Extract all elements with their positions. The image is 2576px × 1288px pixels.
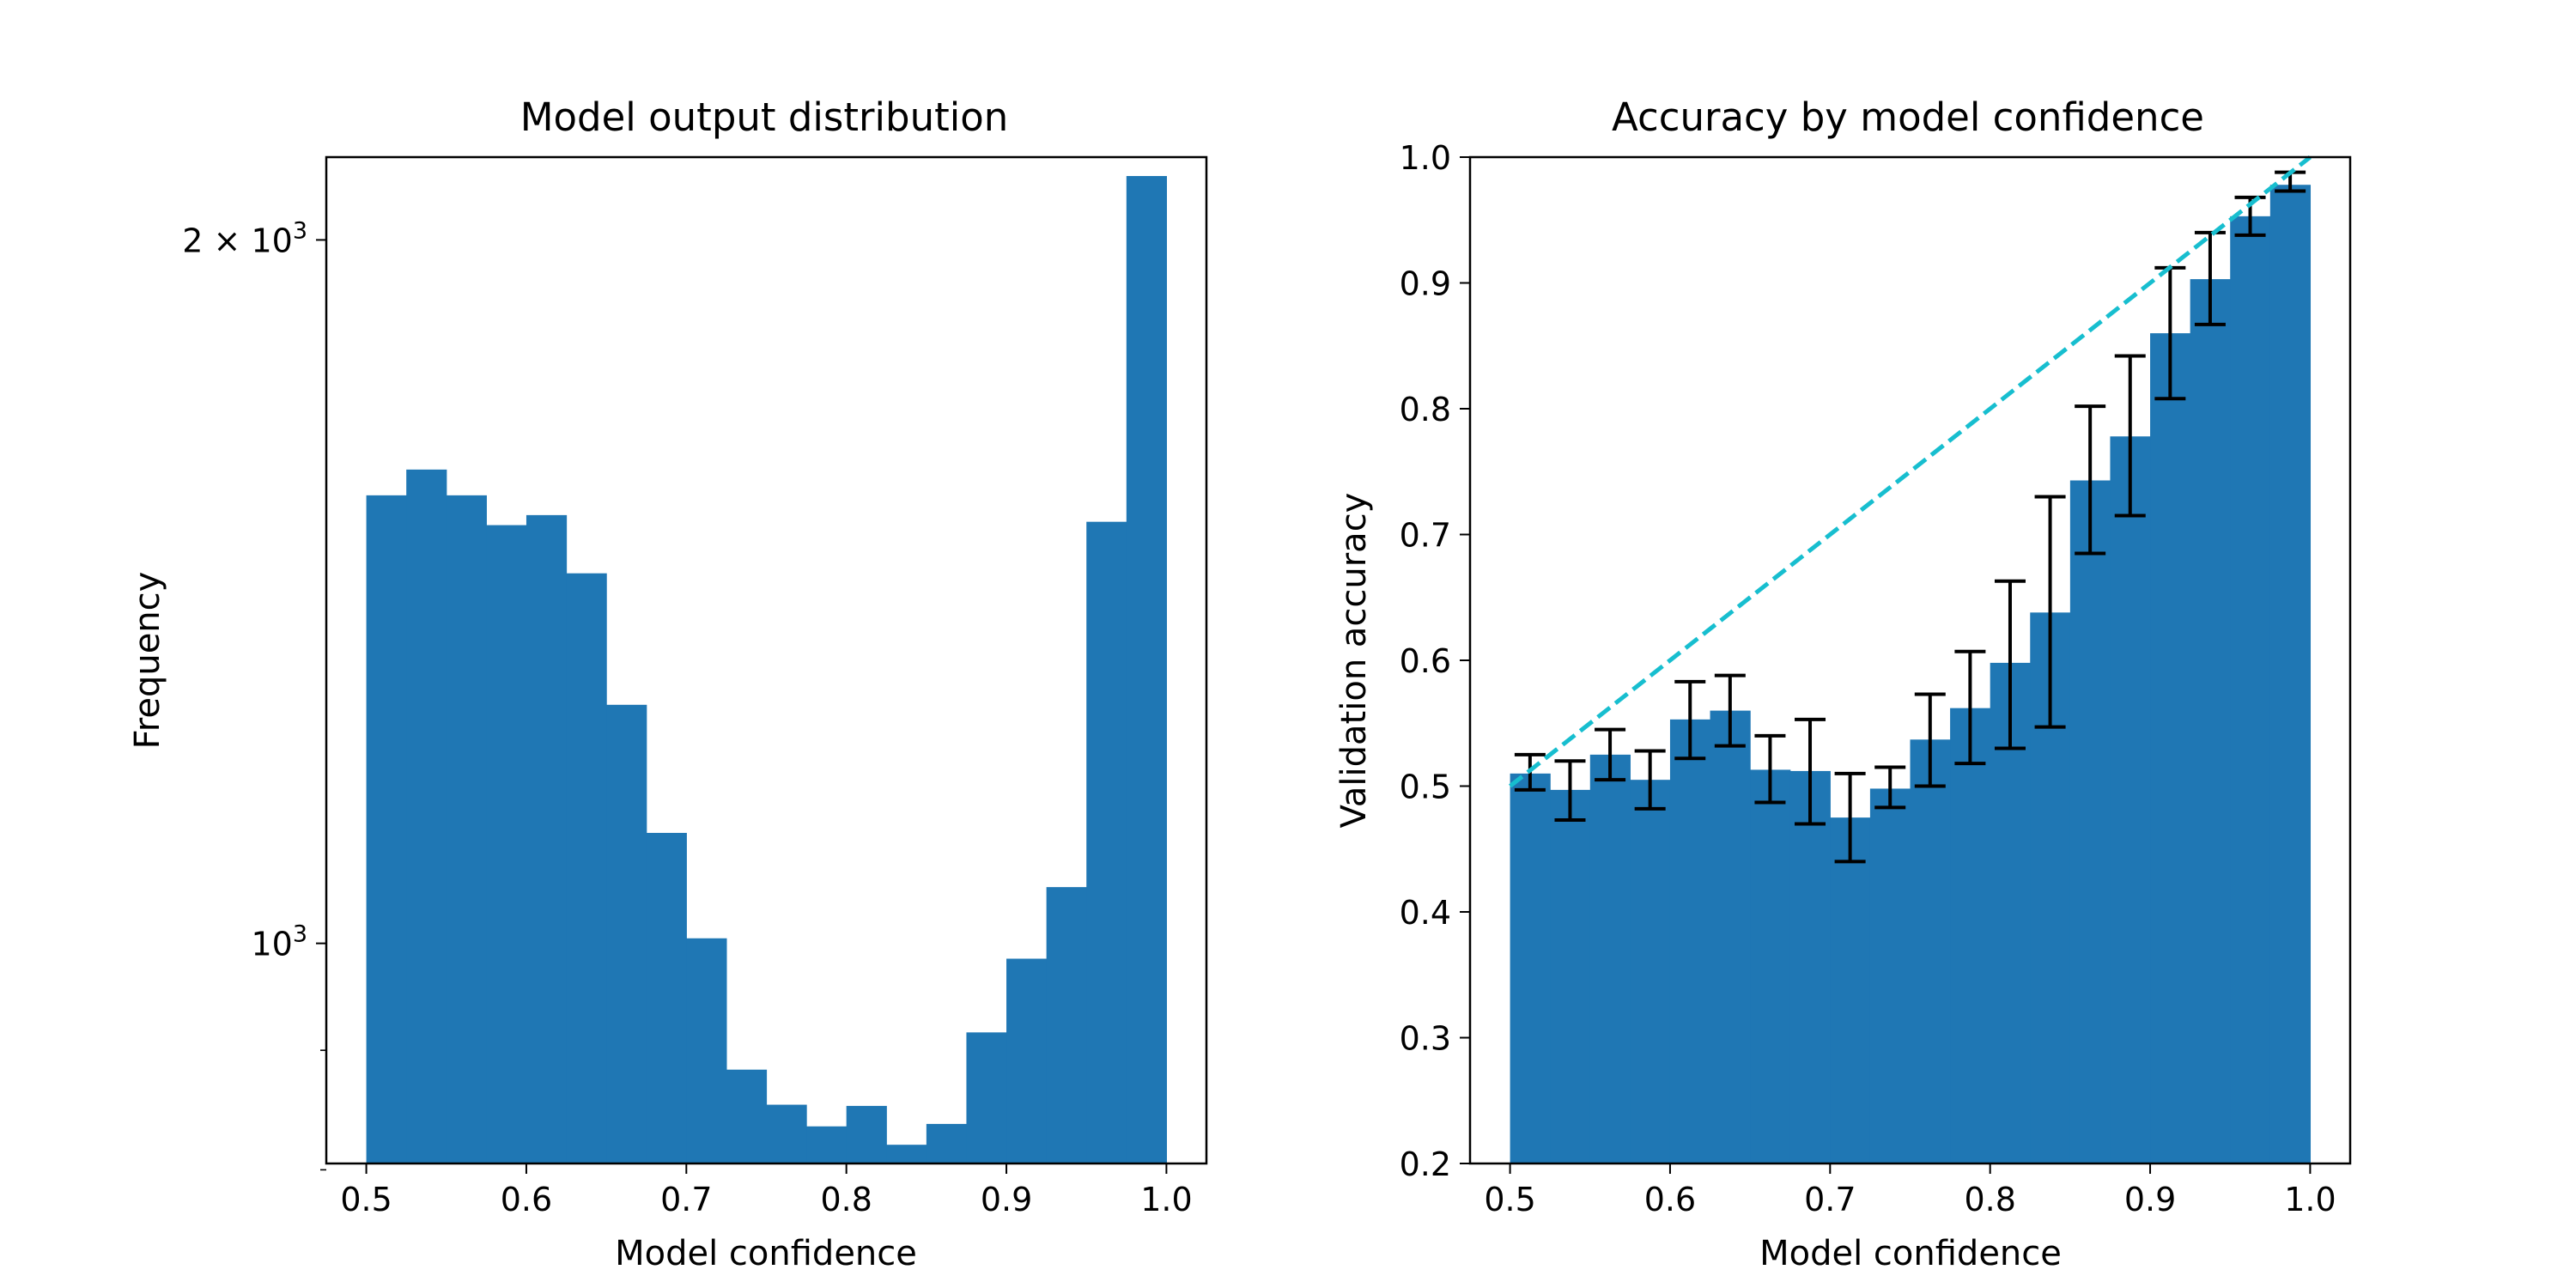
histogram-bar xyxy=(766,1104,807,1163)
x-tick-label: 0.8 xyxy=(820,1181,872,1218)
error-bar xyxy=(1674,679,1706,761)
right-reference-line xyxy=(1509,155,2312,788)
accuracy-bar xyxy=(1630,780,1671,1163)
error-bar xyxy=(2114,354,2146,518)
error-bar xyxy=(1914,692,1946,788)
chart-right-title: Accuracy by model confidence xyxy=(1612,94,2204,140)
chart-right-ylabel: Validation accuracy xyxy=(1334,493,1374,829)
accuracy-bar xyxy=(1669,719,1711,1163)
histogram-bar xyxy=(1086,521,1127,1163)
y-tick-label: 103 xyxy=(251,921,307,963)
x-tick-label: 0.6 xyxy=(501,1181,552,1218)
accuracy-bar xyxy=(1950,708,1991,1163)
histogram-bar xyxy=(806,1126,848,1163)
left-axes: 0.5 0.6 0.7 0.8 0.9 1.0 103 2 × 103 xyxy=(182,217,1192,1218)
chart-left-ylabel: Frequency xyxy=(128,572,167,750)
y-tick-label: 0.2 xyxy=(1400,1145,1451,1183)
x-tick-label: 1.0 xyxy=(1140,1181,1192,1218)
accuracy-bar xyxy=(1830,817,1871,1163)
chart-right-xlabel: Model confidence xyxy=(1759,1234,2062,1273)
y-tick-label: 0.6 xyxy=(1400,642,1451,680)
y-tick-label: 0.5 xyxy=(1400,769,1451,806)
x-tick-label: 0.5 xyxy=(1484,1181,1535,1218)
histogram-bar xyxy=(886,1145,927,1163)
accuracy-bar xyxy=(2269,185,2312,1164)
error-bar xyxy=(2075,404,2106,556)
accuracy-bar xyxy=(1510,773,1551,1163)
x-tick-label: 0.5 xyxy=(340,1181,392,1218)
error-bar xyxy=(2034,495,2066,729)
error-bar xyxy=(1994,579,2026,750)
accuracy-bar xyxy=(2230,216,2271,1164)
accuracy-bar xyxy=(1710,710,1751,1163)
histogram-bar xyxy=(486,525,527,1163)
histogram-bar xyxy=(566,573,607,1163)
y-tick-label: 1.0 xyxy=(1400,139,1451,177)
x-tick-label: 0.9 xyxy=(981,1181,1032,1218)
accuracy-bar xyxy=(1550,789,1591,1163)
left-bars xyxy=(366,175,1168,1163)
histogram-bar xyxy=(646,832,687,1163)
accuracy-bar xyxy=(2069,480,2111,1163)
accuracy-bar xyxy=(2110,436,2151,1164)
error-bar xyxy=(2194,230,2226,326)
histogram-bar xyxy=(686,938,727,1163)
chart-left-frame xyxy=(325,155,1208,1165)
y-tick-label: 0.9 xyxy=(1400,265,1451,303)
x-tick-label: 0.6 xyxy=(1644,1181,1696,1218)
y-tick-label: 0.3 xyxy=(1400,1020,1451,1058)
y-tick-label: 0.7 xyxy=(1400,517,1451,555)
x-tick-label: 0.8 xyxy=(1964,1181,2015,1218)
histogram-bar xyxy=(446,495,487,1163)
histogram-bar xyxy=(966,1032,1007,1163)
accuracy-bar xyxy=(1789,770,1831,1163)
histogram-bar xyxy=(1126,175,1168,1163)
chart-left: Model output distribution 0.5 0.6 0.7 0.8 0.… xyxy=(128,94,1208,1273)
accuracy-bar xyxy=(1589,754,1631,1163)
error-bar xyxy=(1754,733,1786,805)
x-tick-label: 0.7 xyxy=(660,1181,712,1218)
chart-left-xlabel: Model confidence xyxy=(615,1234,917,1273)
y-tick-label: 0.8 xyxy=(1400,391,1451,428)
error-bar xyxy=(1954,649,1986,766)
accuracy-bar xyxy=(1910,739,1951,1163)
y-tick-label: 0.4 xyxy=(1400,894,1451,932)
chart-left-title: Model output distribution xyxy=(520,94,1009,140)
histogram-bar xyxy=(926,1123,968,1163)
histogram-bar xyxy=(1046,887,1087,1163)
y-tick-label: 2 × 103 xyxy=(182,217,307,259)
histogram-bar xyxy=(366,495,407,1163)
error-bar xyxy=(1795,717,1826,826)
accuracy-bar xyxy=(2190,279,2231,1164)
histogram-bar xyxy=(726,1069,768,1163)
right-axes: 0.5 0.6 0.7 0.8 0.9 1.0 0.2 0.3 0.4 0.5 0.6 0.7 0.8 0… xyxy=(1400,139,2336,1218)
accuracy-bar xyxy=(1750,769,1791,1163)
histogram-bar xyxy=(606,704,647,1163)
accuracy-bar xyxy=(1869,788,1911,1163)
error-bar xyxy=(1714,673,1746,748)
diagonal-reference-line xyxy=(1509,155,2312,788)
right-bars xyxy=(1510,185,2312,1164)
error-bar xyxy=(1834,771,1866,864)
error-bar xyxy=(1874,765,1906,810)
error-bar xyxy=(1554,759,1586,823)
accuracy-bar xyxy=(2150,333,2191,1164)
chart-right-frame xyxy=(1468,155,2352,1165)
histogram-bar xyxy=(406,469,447,1163)
x-tick-label: 0.9 xyxy=(2124,1181,2176,1218)
histogram-bar xyxy=(846,1105,887,1163)
histogram-bar xyxy=(526,514,568,1163)
x-tick-label: 0.7 xyxy=(1804,1181,1856,1218)
histogram-bar xyxy=(1006,958,1048,1163)
x-tick-label: 1.0 xyxy=(2284,1181,2336,1218)
error-bar xyxy=(1595,727,1626,782)
error-bar xyxy=(1634,749,1666,811)
chart-right: Accuracy by model confidence 0.5 0.6 0.7 0.… xyxy=(1334,94,2352,1273)
